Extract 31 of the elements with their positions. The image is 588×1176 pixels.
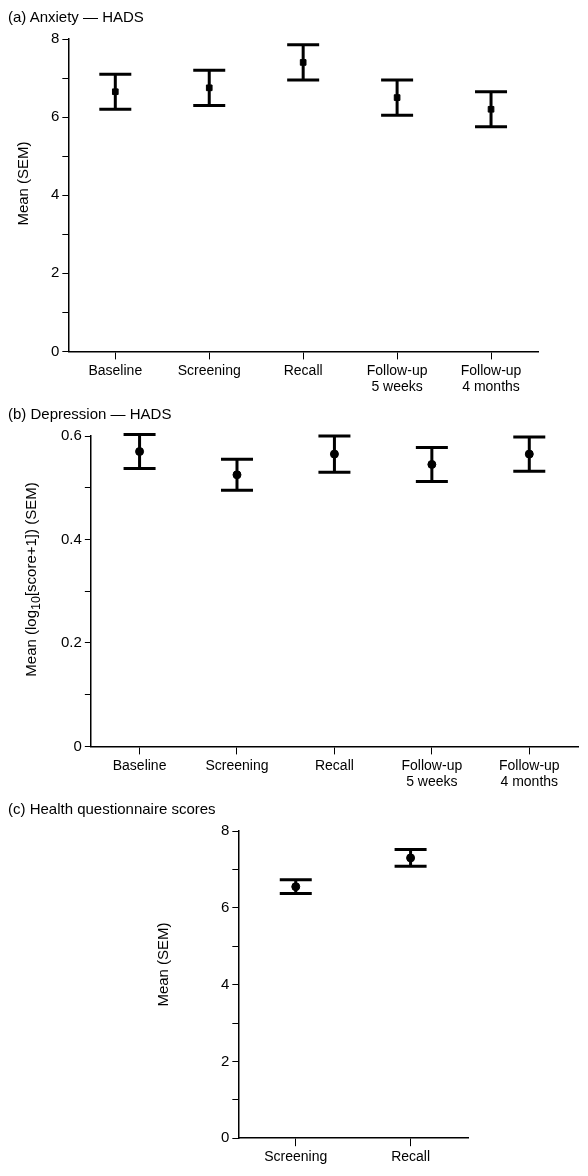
x-tick-label: Follow-up 4 months <box>498 756 560 790</box>
y-axis-title: Mean (SEM) <box>13 140 31 226</box>
y-tick-label: 0.6 <box>60 426 82 444</box>
x-tick-label: Recall <box>391 1148 431 1165</box>
x-tick-label: Recall <box>283 361 323 378</box>
x-tick-label: Follow-up 5 weeks <box>366 361 428 395</box>
text: (c) Health questionnaire scores <box>8 800 217 817</box>
x-tick-label: Screening <box>205 756 269 773</box>
y-tick-label: 4 <box>221 974 230 992</box>
chart-title: (b) Depression — HADS <box>8 405 173 422</box>
y-tick-label: 0 <box>73 736 82 754</box>
y-tick-label: 6 <box>51 107 60 125</box>
y-tick-label: 0.2 <box>60 633 82 651</box>
y-tick-label: 0.4 <box>60 529 82 547</box>
y-tick-label: 0 <box>221 1128 230 1146</box>
y-tick-label: 2 <box>51 263 60 281</box>
x-tick-label: Screening <box>264 1148 328 1165</box>
x-tick-label: Recall <box>314 756 354 773</box>
x-tick-label: Follow-up 5 weeks <box>401 756 463 790</box>
y-tick-label: 8 <box>51 29 60 47</box>
x-tick-label: Follow-up 4 months <box>460 361 522 395</box>
y-tick-label: 0 <box>51 341 60 359</box>
x-tick-label: Baseline <box>112 756 167 773</box>
y-tick-label: 2 <box>221 1051 230 1069</box>
y-axis-title: Mean (SEM) <box>153 921 171 1007</box>
y-tick-label: 6 <box>221 897 230 915</box>
chart-title: (a) Anxiety — HADS <box>8 8 145 25</box>
y-tick-label: 8 <box>221 821 230 839</box>
x-tick-label: Baseline <box>88 361 143 378</box>
x-tick-label: Screening <box>177 361 241 378</box>
y-tick-label: 4 <box>51 185 60 203</box>
